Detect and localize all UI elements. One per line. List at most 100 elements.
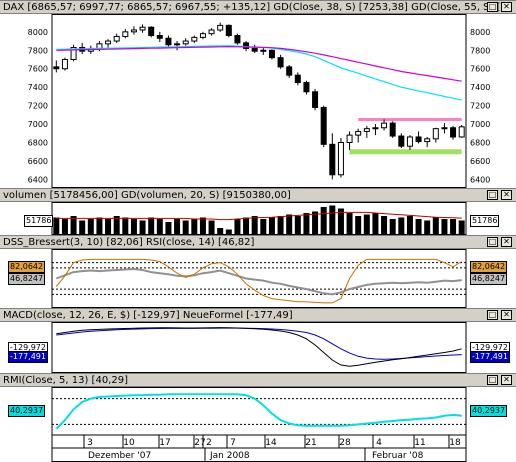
dax-y-tick-left: 6400 [28,175,48,184]
candle-body [53,66,60,70]
dss-panel-header: DSS_Bressert(3, 10) [82,06] RSI(close, 1… [0,235,516,249]
candle-body [70,47,77,61]
dss-line [55,258,462,304]
candle-body [286,66,293,76]
volume-bar [346,213,353,234]
dax-y-tick-right: 7600 [470,65,490,74]
candle-body [208,29,215,35]
maximize-icon[interactable]: □ [487,2,498,12]
candle-body [320,106,327,145]
volume-bar [130,219,137,234]
volume-badge-left: 51786 [24,215,54,227]
volume-bar [105,219,112,234]
volume-ma-line [56,211,462,221]
day-label: 18 [449,438,461,448]
dax-panel: DAX [6865,57; 6997,77; 6865,57; 6967,55;… [0,0,516,188]
volume-bar [174,219,181,234]
maximize-icon[interactable]: □ [487,310,498,320]
candle-body [381,122,388,129]
volume-bar [260,219,267,234]
volume-bar [139,220,146,234]
day-label: 3 [87,438,93,448]
dax-y-tick-left: 7000 [28,120,48,129]
rmi-badge-left: 40,2937 [8,405,46,417]
candle-body [225,24,232,37]
volume-bar [458,220,465,234]
macd-signal-line [56,327,462,360]
maximize-icon[interactable]: □ [487,190,498,200]
macd-line-chart [51,322,467,373]
rmi-panel-header: RMI(Close, 5, 13) [40,29] □ ✕ [0,373,516,387]
close-icon[interactable]: ✕ [501,237,512,247]
dss-rsi-line-chart [51,249,467,308]
dax-panel-title: DAX [6865,57; 6997,77; 6865,57; 6967,55;… [3,2,507,13]
candle-body [294,74,301,84]
candle-body [165,37,172,46]
candle-body [182,40,189,45]
volume-bar-chart [51,202,467,235]
volume-bar [303,213,310,234]
close-icon[interactable]: ✕ [501,190,512,200]
volume-bar [389,219,396,234]
volume-bar [372,213,379,234]
candle-body [398,135,405,147]
day-label: 17 [159,438,170,448]
day-label: 11 [414,438,425,448]
rsi-badge-left: 46,8247 [8,273,46,285]
candle-body [243,42,250,49]
dss-panel-title: DSS_Bressert(3, 10) [82,06] RSI(close, 1… [3,237,255,248]
volume-bar [53,217,60,234]
candle-body [372,127,379,130]
volume-bar [415,219,422,234]
volume-bar [243,217,250,234]
candle-body [355,130,362,136]
candle-body [174,43,181,46]
volume-bar [225,229,232,234]
volume-bar [191,219,198,234]
ma55-line [56,45,462,82]
dax-y-tick-left: 8000 [28,28,48,37]
close-icon[interactable]: ✕ [501,310,512,320]
candle-body [441,127,448,130]
volume-bar [113,216,120,234]
month-label: Dezember '07 [88,451,151,461]
signal-badge-left: -177,491 [8,351,48,363]
candle-body [122,31,129,37]
dax-y-tick-right: 7800 [470,46,490,55]
candle-body [337,142,344,176]
candle-body [191,36,198,42]
rmi-line [55,393,462,430]
close-icon[interactable]: ✕ [501,2,512,12]
dax-y-tick-right: 6400 [470,175,490,184]
dax-y-tick-left: 6600 [28,157,48,166]
day-label: 10 [123,438,135,448]
dax-y-tick-right: 6800 [470,139,490,148]
rmi-panel: RMI(Close, 5, 13) [40,29] □ ✕ 3 10 17 27 2 7 1… [0,373,516,462]
candle-body [130,29,137,33]
candle-body [199,33,206,38]
volume-bar [199,217,206,234]
close-icon[interactable]: ✕ [501,375,512,385]
volume-bar [329,205,336,234]
candle-body [415,136,422,143]
candle-body [450,127,457,138]
candle-body [424,138,431,143]
volume-bar [320,207,327,234]
candle-body [156,35,163,39]
volume-bar [217,228,224,234]
dax-y-tick-left: 7800 [28,46,48,55]
candle-body [234,35,241,44]
dax-y-tick-right: 7200 [470,102,490,111]
volume-bar [277,216,284,234]
dax-y-tick-right: 7000 [470,120,490,129]
maximize-icon[interactable]: □ [487,237,498,247]
candle-body [260,49,267,52]
volume-bar [337,208,344,234]
candle-body [303,82,310,93]
rmi-panel-title: RMI(Close, 5, 13) [40,29] [3,375,128,386]
maximize-icon[interactable]: □ [487,375,498,385]
volume-bar [79,220,86,234]
volume-panel-title: volumen [5178456,00] GD(volumen, 20, S) … [3,190,291,201]
candle-body [406,136,413,147]
